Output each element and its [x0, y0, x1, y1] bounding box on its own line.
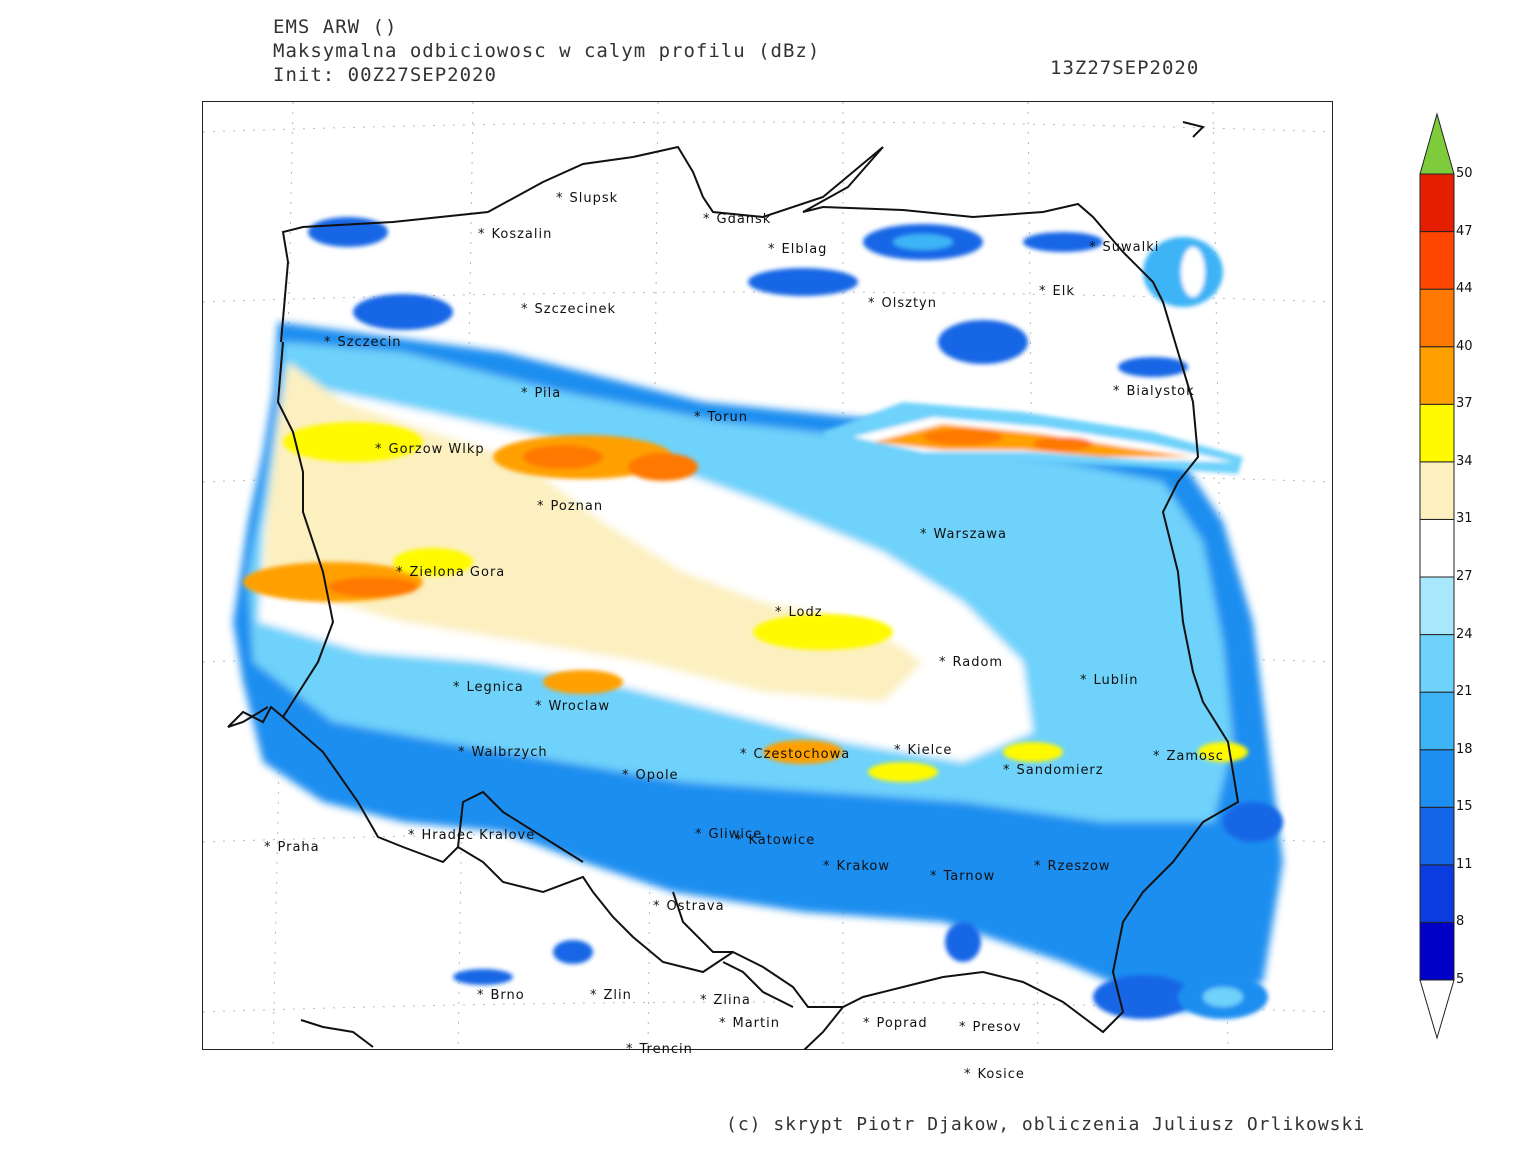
country-borders	[227, 121, 1240, 1049]
legend-label: 18	[1456, 741, 1473, 757]
legend-swatch	[1419, 634, 1455, 693]
map-frame[interactable]	[202, 101, 1333, 1050]
legend-label: 11	[1456, 856, 1473, 872]
legend-label: 50	[1456, 166, 1473, 181]
legend-label: 31	[1456, 511, 1473, 527]
legend-swatch	[1419, 403, 1455, 463]
color-legend	[1419, 112, 1455, 1040]
reflectivity-field	[233, 217, 1283, 1019]
legend-swatch	[1419, 518, 1455, 578]
legend-swatch	[1419, 749, 1455, 808]
legend-label: 37	[1456, 396, 1473, 412]
legend-label: 15	[1456, 799, 1473, 815]
legend-bar	[1419, 112, 1455, 1040]
legend-swatch	[1419, 691, 1455, 751]
reflectivity-map[interactable]	[203, 102, 1333, 1050]
legend-overflow-triangle	[1419, 112, 1455, 175]
credit-text: (c) skrypt Piotr Djakow, obliczenia Juli…	[726, 1114, 1366, 1135]
legend-swatch	[1419, 231, 1455, 290]
legend-swatch	[1419, 461, 1455, 520]
init-time: Init: 00Z27SEP2020	[273, 64, 497, 86]
legend-swatch	[1419, 346, 1455, 405]
legend-swatch	[1419, 864, 1455, 923]
valid-time: 13Z27SEP2020	[1050, 57, 1200, 79]
legend-label: 40	[1456, 338, 1473, 354]
legend-label: 27	[1456, 569, 1473, 584]
legend-label: 21	[1456, 684, 1473, 700]
field-title: Maksymalna odbiciowosc w calym profilu (…	[273, 40, 821, 62]
legend-label: 47	[1456, 223, 1473, 239]
legend-label: 24	[1456, 626, 1473, 642]
legend-swatch	[1419, 173, 1455, 233]
legend-label: 44	[1456, 281, 1473, 297]
legend-swatch	[1419, 576, 1455, 636]
city-kosice[interactable]: * Kosice	[964, 1067, 1025, 1082]
legend-swatch	[1419, 921, 1455, 981]
legend-swatch	[1419, 806, 1455, 866]
legend-label: 8	[1456, 914, 1465, 930]
legend-label: 5	[1456, 972, 1465, 987]
legend-swatch	[1419, 288, 1455, 348]
legend-underflow-triangle	[1419, 979, 1455, 1040]
model-title: EMS ARW ()	[273, 16, 398, 38]
legend-label: 34	[1456, 453, 1473, 469]
